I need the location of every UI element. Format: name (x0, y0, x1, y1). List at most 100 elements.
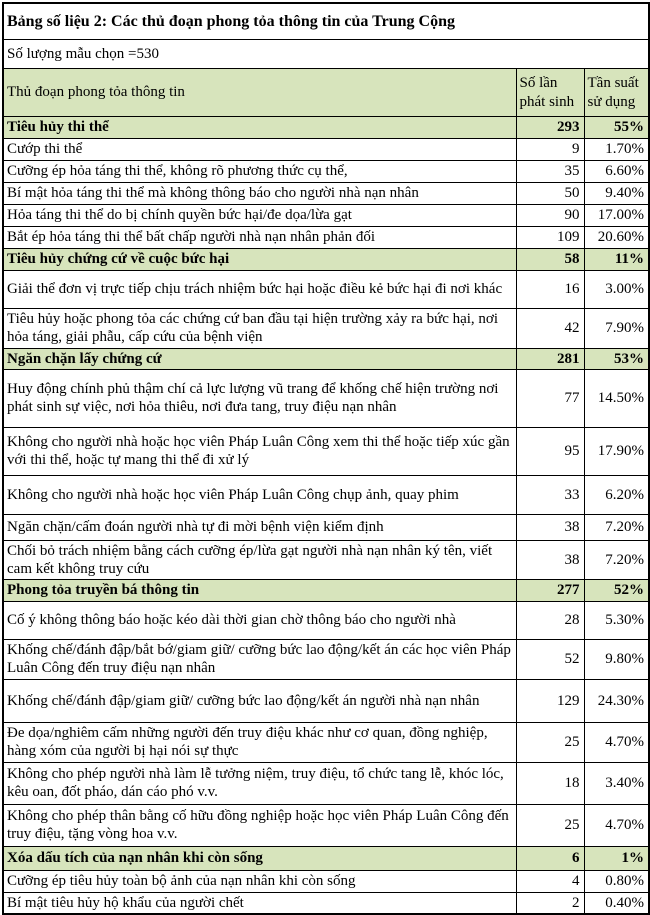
freq-value: 53% (583, 347, 650, 370)
freq-value: 17.90% (583, 426, 650, 476)
tactic-label: Không cho người nhà hoặc học viên Pháp L… (2, 474, 517, 515)
tactic-label: Huy động chính phủ thậm chí cả lực lượng… (2, 368, 517, 428)
freq-value: 24.30% (583, 678, 650, 723)
section-label: Xóa dấu tích của nạn nhân khi còn sống (2, 845, 517, 871)
freq-value: 17.00% (583, 204, 650, 227)
table-row: Không cho phép thân bằng cố hữu đồng ngh… (2, 803, 650, 847)
table-row: Chối bỏ trách nhiệm bằng cách cưỡng ép/l… (2, 539, 650, 581)
count-value: 52 (515, 638, 585, 680)
tactic-label: Khống chế/đánh đập/bắt bớ/giam giữ/ cưỡn… (2, 638, 517, 680)
count-value: 16 (515, 270, 585, 309)
table-row: Bí mật tiêu hủy hộ khẩu của người chết 2… (2, 891, 650, 915)
count-value: 42 (515, 308, 585, 349)
count-value: 6 (515, 845, 585, 871)
tactic-label: Tiêu hủy hoặc phong tỏa các chứng cứ ban… (2, 308, 517, 349)
count-value: 77 (515, 368, 585, 428)
tactic-label: Cưỡng ép hỏa táng thi thể, không rõ phươ… (2, 160, 517, 183)
tactic-label: Ngăn chặn/cấm đoán người nhà tự đi mời b… (2, 513, 517, 541)
table-row: Tiêu hủy hoặc phong tỏa các chứng cứ ban… (2, 308, 650, 349)
count-value: 293 (515, 116, 585, 139)
freq-value: 7.20% (583, 513, 650, 541)
section-row: Tiêu hủy thi thể 293 55% (2, 116, 650, 139)
tactic-label: Cưỡng ép tiêu hủy toàn bộ ảnh của nạn nh… (2, 869, 517, 893)
table-title: Bảng số liệu 2: Các thủ đoạn phong tỏa t… (2, 2, 650, 40)
freq-value: 6.60% (583, 160, 650, 183)
freq-value: 7.90% (583, 308, 650, 349)
freq-value: 9.80% (583, 638, 650, 680)
freq-value: 3.40% (583, 761, 650, 805)
freq-value: 1.70% (583, 138, 650, 161)
section-row: Phong tỏa truyền bá thông tin 277 52% (2, 579, 650, 602)
table-row: Cố ý không thông báo hoặc kéo dài thời g… (2, 600, 650, 640)
tactic-label: Hỏa táng thi thể do bị chính quyền bức h… (2, 204, 517, 227)
section-row: Xóa dấu tích của nạn nhân khi còn sống 6… (2, 845, 650, 871)
count-value: 4 (515, 869, 585, 893)
count-value: 277 (515, 579, 585, 602)
freq-value: 1% (583, 845, 650, 871)
freq-value: 52% (583, 579, 650, 602)
tactic-label: Chối bỏ trách nhiệm bằng cách cưỡng ép/l… (2, 539, 517, 581)
count-value: 9 (515, 138, 585, 161)
table-row: Ngăn chặn/cấm đoán người nhà tự đi mời b… (2, 513, 650, 541)
count-value: 18 (515, 761, 585, 805)
count-value: 58 (515, 248, 585, 271)
section-label: Tiêu hủy chứng cứ về cuộc bức hại (2, 248, 517, 271)
freq-value: 55% (583, 116, 650, 139)
count-value: 109 (515, 226, 585, 249)
count-value: 281 (515, 347, 585, 370)
tactic-label: Bí mật tiêu hủy hộ khẩu của người chết (2, 891, 517, 915)
column-header-tactic: Thủ đoạn phong tỏa thông tin (2, 68, 517, 117)
freq-value: 5.30% (583, 600, 650, 640)
freq-value: 9.40% (583, 182, 650, 205)
count-value: 50 (515, 182, 585, 205)
table-row: Bí mật hỏa táng thi thể mà không thông b… (2, 182, 650, 205)
count-value: 35 (515, 160, 585, 183)
count-value: 90 (515, 204, 585, 227)
section-row: Tiêu hủy chứng cứ về cuộc bức hại 58 11% (2, 248, 650, 271)
tactic-label: Không cho phép người nhà làm lễ tưởng ni… (2, 761, 517, 805)
tactic-label: Không cho phép thân bằng cố hữu đồng ngh… (2, 803, 517, 847)
freq-value: 14.50% (583, 368, 650, 428)
count-value: 38 (515, 513, 585, 541)
column-header-row: Thủ đoạn phong tỏa thông tin Số lần phát… (2, 68, 650, 117)
freq-value: 7.20% (583, 539, 650, 581)
count-value: 38 (515, 539, 585, 581)
sample-size-label: Số lượng mẫu chọn =530 (2, 39, 650, 69)
column-header-count: Số lần phát sinh (515, 68, 585, 117)
table-row: Không cho người nhà hoặc học viên Pháp L… (2, 426, 650, 476)
table-row: Bắt ép hỏa táng thi thể bất chấp người n… (2, 226, 650, 249)
table-row: Không cho người nhà hoặc học viên Pháp L… (2, 474, 650, 515)
table-row: Không cho phép người nhà làm lễ tưởng ni… (2, 761, 650, 805)
table-row: Cưỡng ép hỏa táng thi thể, không rõ phươ… (2, 160, 650, 183)
tactic-label: Khống chế/đánh đập/giam giữ/ cưỡng bức l… (2, 678, 517, 723)
freq-value: 3.00% (583, 270, 650, 309)
count-value: 129 (515, 678, 585, 723)
freq-value: 20.60% (583, 226, 650, 249)
count-value: 2 (515, 891, 585, 915)
section-label: Tiêu hủy thi thể (2, 116, 517, 139)
count-value: 95 (515, 426, 585, 476)
section-label: Ngăn chặn lấy chứng cứ (2, 347, 517, 370)
tactic-label: Không cho người nhà hoặc học viên Pháp L… (2, 426, 517, 476)
freq-value: 6.20% (583, 474, 650, 515)
count-value: 25 (515, 721, 585, 763)
tactic-label: Cố ý không thông báo hoặc kéo dài thời g… (2, 600, 517, 640)
table-row: Khống chế/đánh đập/giam giữ/ cưỡng bức l… (2, 678, 650, 723)
freq-value: 11% (583, 248, 650, 271)
table-row: Đe dọa/nghiêm cấm những người đến truy đ… (2, 721, 650, 763)
table-row: Huy động chính phủ thậm chí cả lực lượng… (2, 368, 650, 428)
freq-value: 0.80% (583, 869, 650, 893)
count-value: 28 (515, 600, 585, 640)
table-row: Khống chế/đánh đập/bắt bớ/giam giữ/ cưỡn… (2, 638, 650, 680)
table-row: Cưỡng ép tiêu hủy toàn bộ ảnh của nạn nh… (2, 869, 650, 893)
table-title-row: Bảng số liệu 2: Các thủ đoạn phong tỏa t… (2, 2, 650, 40)
tactic-label: Giải thể đơn vị trực tiếp chịu trách nhi… (2, 270, 517, 309)
count-value: 25 (515, 803, 585, 847)
count-value: 33 (515, 474, 585, 515)
tactic-label: Bắt ép hỏa táng thi thể bất chấp người n… (2, 226, 517, 249)
table-row: Cướp thi thể 9 1.70% (2, 138, 650, 161)
freq-value: 4.70% (583, 721, 650, 763)
column-header-frequency: Tần suất sử dụng (583, 68, 650, 117)
freq-value: 0.40% (583, 891, 650, 915)
